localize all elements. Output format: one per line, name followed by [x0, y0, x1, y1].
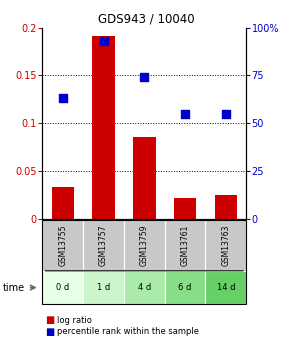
Text: ■: ■: [45, 315, 55, 325]
Text: percentile rank within the sample: percentile rank within the sample: [57, 327, 199, 336]
Text: GSM13755: GSM13755: [58, 225, 67, 266]
Point: [183, 111, 188, 117]
Text: GSM13759: GSM13759: [140, 225, 149, 266]
Text: 14 d: 14 d: [217, 283, 235, 292]
Bar: [133, 137, 156, 219]
Point: [101, 38, 106, 44]
Text: GSM13761: GSM13761: [180, 225, 190, 266]
Bar: [214, 195, 237, 219]
Text: GDS943 / 10040: GDS943 / 10040: [98, 12, 195, 25]
Bar: [92, 36, 115, 219]
Text: 1 d: 1 d: [97, 283, 110, 292]
Text: 0 d: 0 d: [56, 283, 69, 292]
Text: GSM13763: GSM13763: [221, 225, 230, 266]
Bar: [174, 198, 196, 219]
Point: [224, 111, 228, 117]
Text: GSM13757: GSM13757: [99, 225, 108, 266]
Point: [142, 75, 147, 80]
Text: ■: ■: [45, 327, 55, 337]
Bar: [52, 187, 74, 219]
Text: 6 d: 6 d: [178, 283, 192, 292]
Point: [60, 96, 65, 101]
Text: log ratio: log ratio: [57, 316, 92, 325]
Text: time: time: [3, 283, 25, 293]
Text: 4 d: 4 d: [138, 283, 151, 292]
